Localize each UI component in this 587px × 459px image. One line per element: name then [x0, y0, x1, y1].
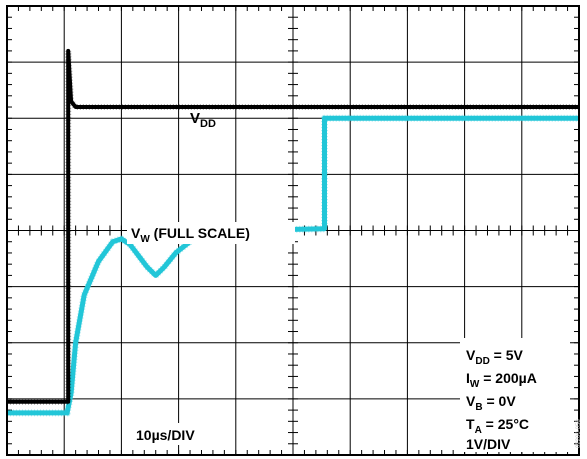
figure-number-text: 02200-058 [576, 419, 582, 448]
condition-ta: TA = 25°C [466, 416, 529, 436]
vw-trace-label: VW (FULL SCALE) [131, 225, 250, 245]
condition-vdd: VDD = 5V [466, 347, 524, 367]
plot-frame [6, 5, 580, 456]
condition-vb: VB = 0V [466, 393, 516, 413]
vdd-trace [7, 48, 579, 404]
vw-trace-label-group: VW (FULL SCALE) [127, 222, 295, 245]
condition-iw: IW = 200µA [466, 370, 537, 390]
conditions-box: VDD = 5V IW = 200µA VB = 0V TA = 25°C 1V… [460, 338, 570, 452]
vdd-trace-label: VDD [190, 110, 216, 130]
timebase-label-group: 10µs/DIV [130, 423, 230, 445]
condition-vertical-scale: 1V/DIV [466, 436, 511, 452]
figure-number: 02200-058 [576, 419, 582, 448]
timebase-label: 10µs/DIV [136, 427, 195, 443]
